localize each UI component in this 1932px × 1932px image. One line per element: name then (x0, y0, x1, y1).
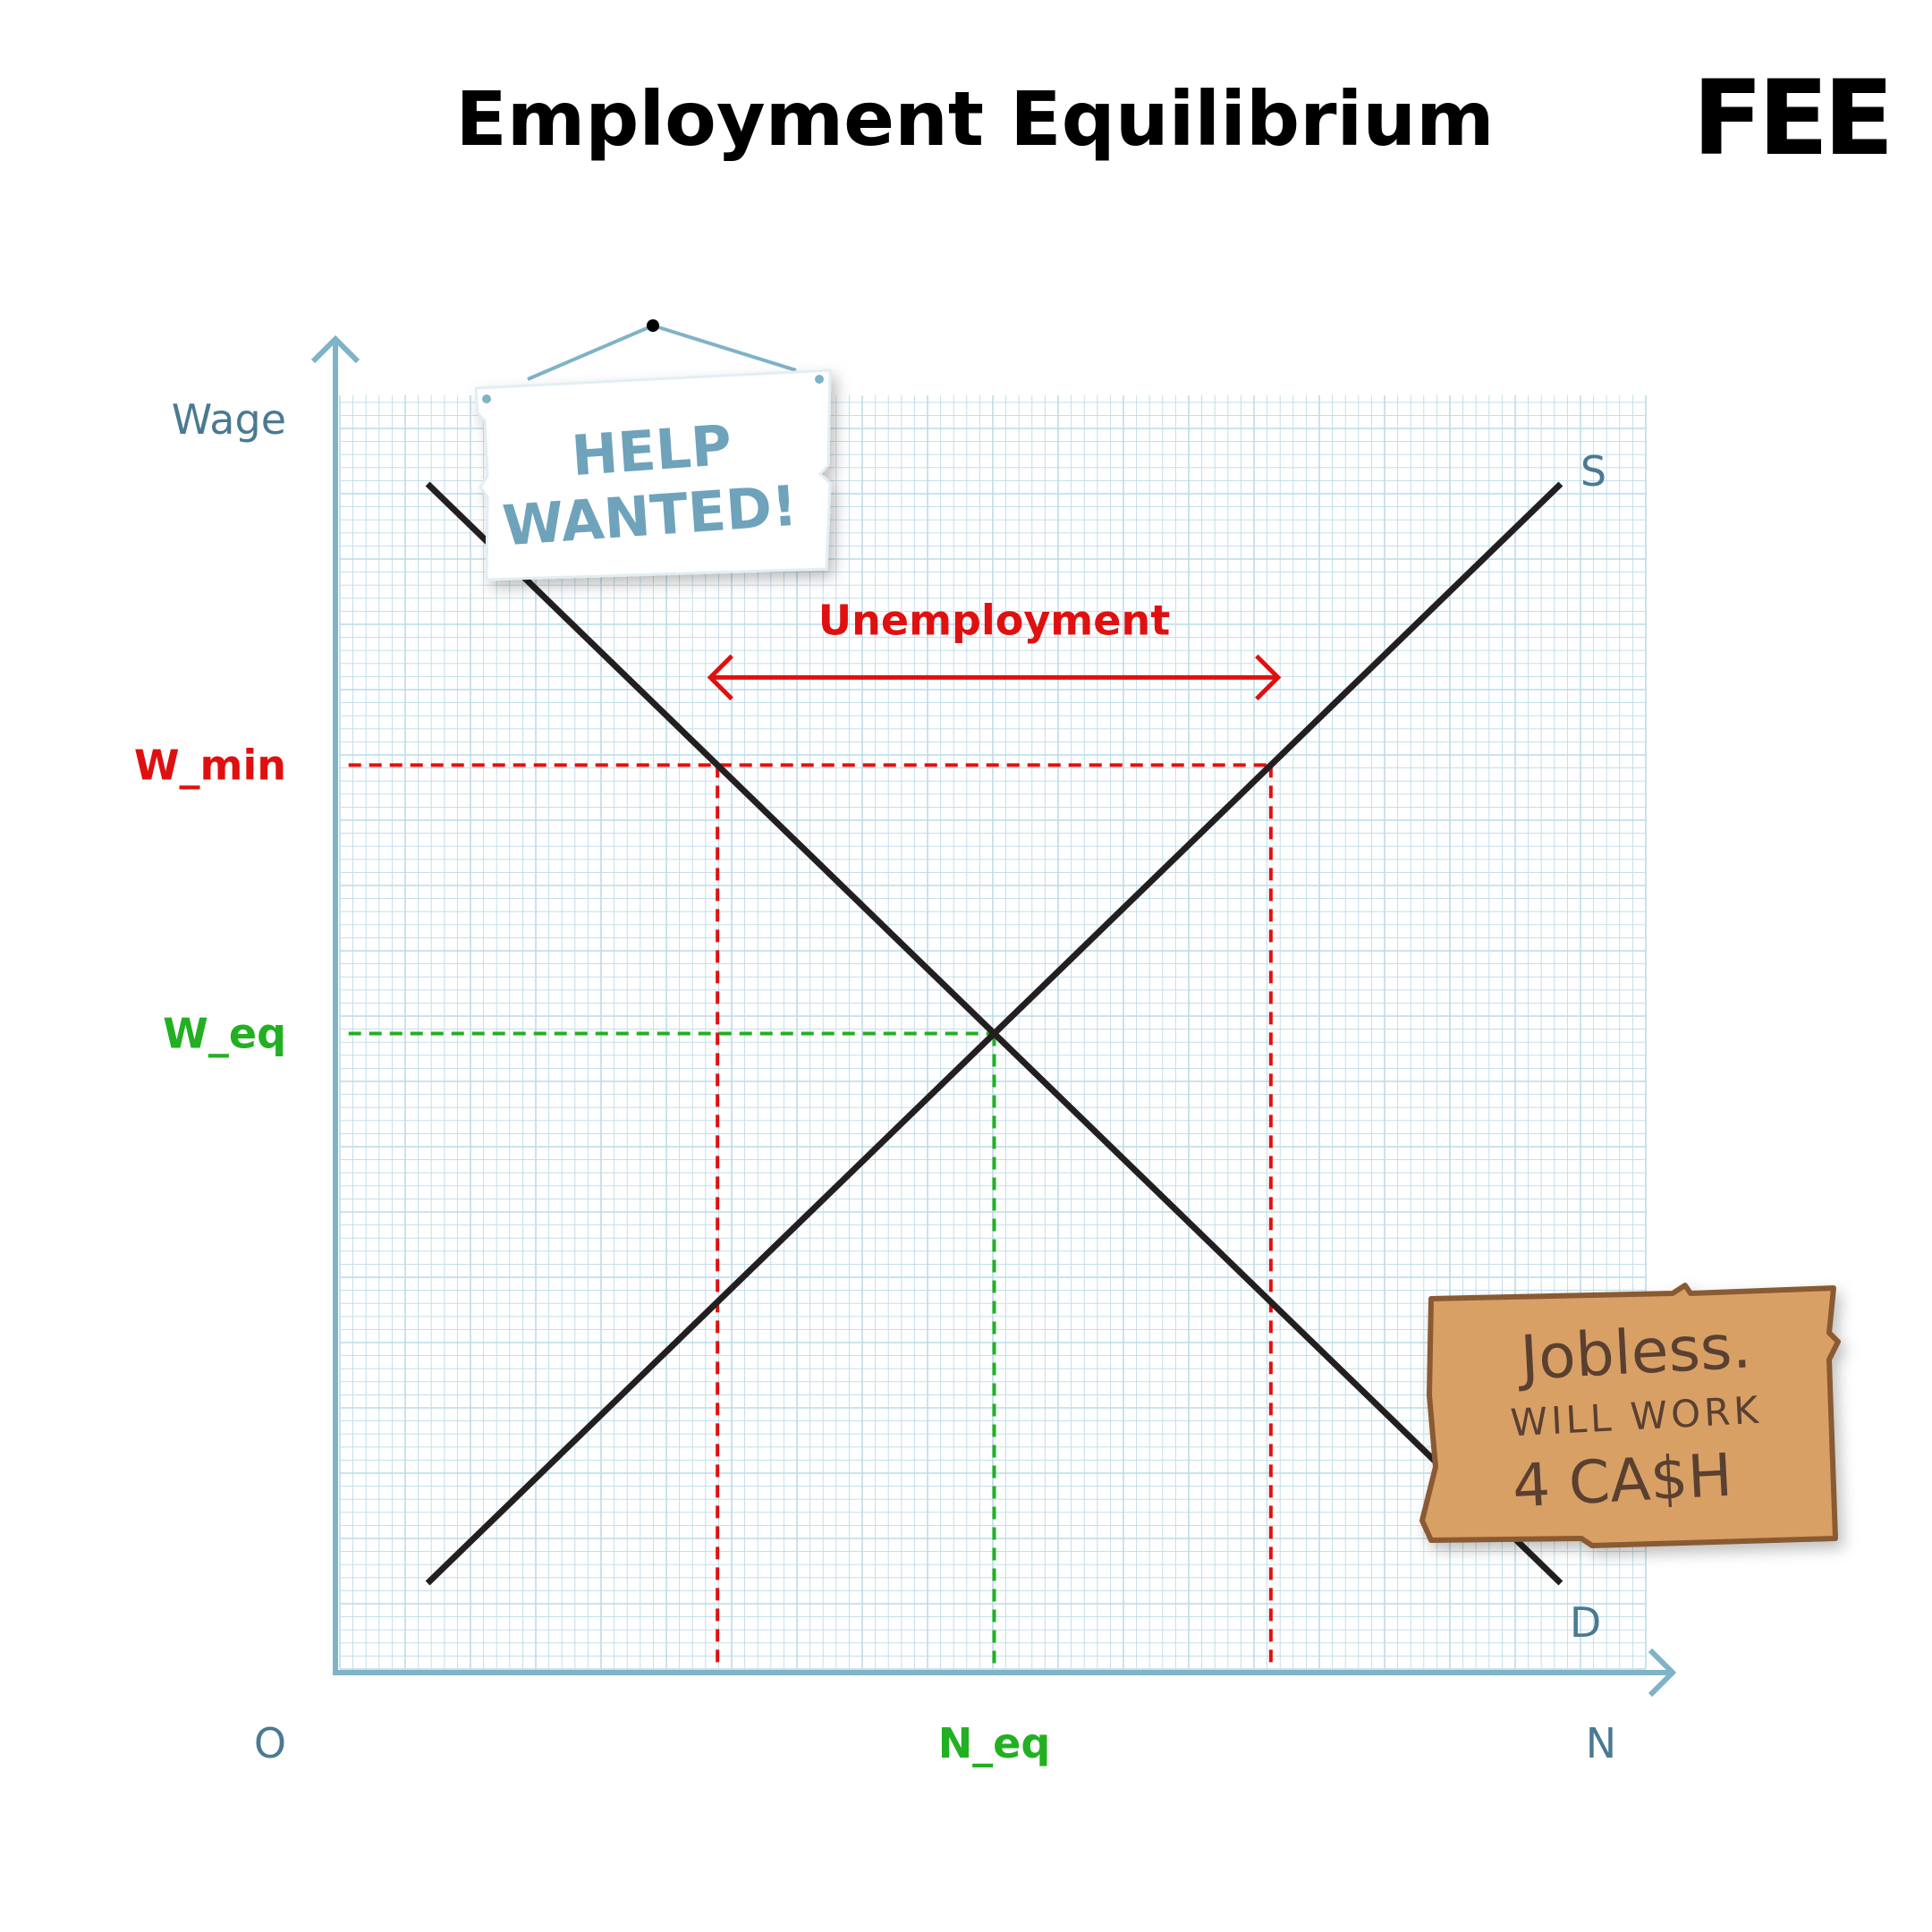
axes (310, 335, 1677, 1698)
demand-curve (425, 481, 1563, 1586)
sign-hole-right (815, 375, 824, 384)
y-axis-arrowhead (310, 335, 360, 364)
unemployment-arrowhead-left (707, 654, 733, 701)
fee-logo: FEE (1692, 58, 1889, 179)
cardboard-board (1419, 1283, 1841, 1548)
demand-curve-label: D (1570, 1598, 1601, 1647)
y-axis-label: Wage (172, 395, 286, 444)
chart-title: Employment Equilibrium (455, 75, 1494, 163)
jobless-text: Jobless. (1515, 1311, 1753, 1394)
origin-label: O (254, 1719, 286, 1767)
guide-lines (348, 763, 1273, 1665)
cash-text: 4 CA$H (1511, 1441, 1734, 1521)
unemployment-arrowhead-right (1255, 654, 1282, 701)
jobless-sign: Jobless. WILL WORK 4 CA$H (1419, 1283, 1841, 1548)
help-text: HELP (570, 412, 734, 488)
sign-hole-left (482, 394, 491, 403)
w-eq-label: W_eq (163, 1010, 286, 1058)
unemployment-annotation (707, 654, 1282, 701)
w-min-label: W_min (134, 741, 286, 789)
help-wanted-sign: HELP WANTED! (474, 319, 832, 581)
n-eq-label: N_eq (938, 1719, 1051, 1767)
sign-nail (647, 319, 659, 332)
sign-board (474, 369, 832, 581)
curves (425, 481, 1563, 1586)
x-axis-arrowhead (1648, 1648, 1677, 1698)
sign-string (527, 323, 797, 381)
x-axis-label: N (1586, 1719, 1616, 1767)
supply-curve-label: S (1580, 447, 1606, 496)
unemployment-label: Unemployment (818, 596, 1170, 644)
